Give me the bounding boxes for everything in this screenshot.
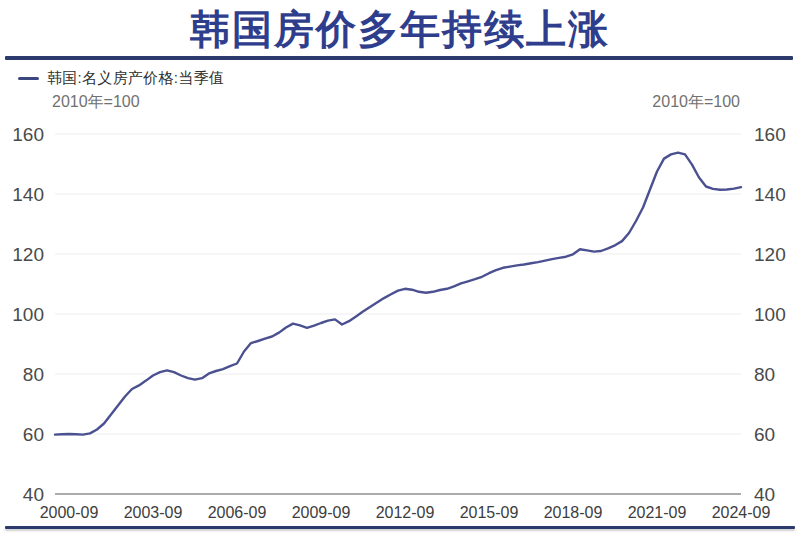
x-axis-label: 2000-09	[40, 504, 99, 521]
x-axis-label: 2024-09	[712, 504, 771, 521]
y-axis-label-right: 60	[754, 424, 775, 445]
y-axis-label-right: 140	[754, 184, 786, 205]
y-axis-label-right: 100	[754, 304, 786, 325]
x-axis-label: 2021-09	[628, 504, 687, 521]
x-axis-label: 2012-09	[376, 504, 435, 521]
chart-area: 1601601401401201201001008080606040402000…	[0, 115, 800, 531]
line-chart-canvas: 1601601401401201201001008080606040402000…	[0, 115, 800, 527]
title-divider	[5, 56, 793, 60]
y-axis-label-left: 80	[23, 364, 44, 385]
y-axis-label-right: 80	[754, 364, 775, 385]
y-axis-label-left: 120	[12, 244, 44, 265]
y-axis-label-right: 120	[754, 244, 786, 265]
index-base-row: 2010年=100 2010年=100	[52, 92, 740, 112]
index-base-note-left: 2010年=100	[52, 92, 140, 113]
x-axis-label: 2006-09	[208, 504, 267, 521]
x-axis-label: 2009-09	[292, 504, 351, 521]
y-axis-label-right: 40	[754, 484, 775, 505]
y-axis-label-left: 40	[23, 484, 44, 505]
x-axis-label: 2015-09	[460, 504, 519, 521]
y-axis-label-right: 160	[754, 124, 786, 145]
page-title: 韩国房价多年持续上涨	[0, 0, 800, 56]
y-axis-label-left: 60	[23, 424, 44, 445]
bottom-border	[5, 526, 795, 529]
y-axis-label-left: 160	[12, 124, 44, 145]
x-axis-label: 2003-09	[124, 504, 183, 521]
price-index-line	[55, 153, 741, 435]
index-base-note-right: 2010年=100	[652, 92, 740, 113]
legend-line-icon	[18, 77, 39, 80]
y-axis-label-left: 140	[12, 184, 44, 205]
legend: 韩国:名义房产价格:当季值	[0, 68, 800, 88]
chart-card: 韩国房价多年持续上涨 韩国:名义房产价格:当季值 2010年=100 2010年…	[0, 0, 800, 535]
x-axis-label: 2018-09	[544, 504, 603, 521]
y-axis-label-left: 100	[12, 304, 44, 325]
legend-series-label: 韩国:名义房产价格:当季值	[47, 69, 224, 88]
